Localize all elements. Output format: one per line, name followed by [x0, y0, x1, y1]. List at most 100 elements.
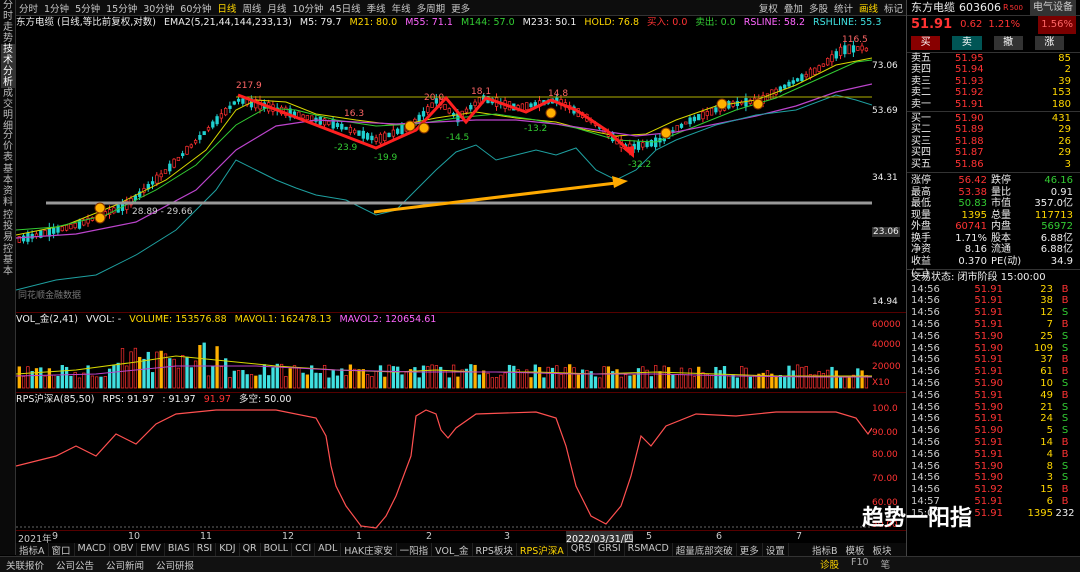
- volume-bar: [185, 356, 189, 389]
- period-tab-13[interactable]: 多周期: [416, 3, 446, 15]
- toolbar-right-4[interactable]: 画线: [858, 3, 878, 15]
- left-tab-4[interactable]: 基本资料: [3, 164, 13, 208]
- volume-bar: [163, 353, 168, 389]
- toolbar-right-5[interactable]: 标记: [883, 3, 903, 15]
- period-tab-2[interactable]: 5分钟: [75, 3, 101, 15]
- tick-list: 14:56 51.91 23 B 14:56 51.91 38 B 14:56 51.91 12 S 1…: [907, 284, 1080, 520]
- date-axis: 2021年 9 10 11 12 1 2 3 2022/03/31/四 5 6 7: [16, 530, 906, 545]
- status-right-1[interactable]: F10: [851, 557, 869, 568]
- toolbar-right-3[interactable]: 统计: [833, 3, 853, 15]
- left-tab-3[interactable]: 分价表: [3, 130, 13, 163]
- tick-direction: S: [1061, 413, 1069, 425]
- volume-bar: [417, 377, 421, 389]
- status-link-0[interactable]: 关联报价: [6, 560, 45, 572]
- period-tab-8[interactable]: 月线: [267, 3, 287, 15]
- indicator-tab-8[interactable]: QR: [240, 543, 261, 556]
- period-tab-12[interactable]: 年线: [391, 3, 411, 15]
- buy-button[interactable]: 买: [911, 36, 941, 50]
- toolbar-right-0[interactable]: 复权: [758, 3, 778, 15]
- period-tab-1[interactable]: 1分钟: [44, 3, 70, 15]
- indicator-tab-9[interactable]: BOLL: [261, 543, 293, 556]
- toolbar-right-2[interactable]: 多股: [808, 3, 828, 15]
- tick-row: 14:56 51.91 49 B: [907, 390, 1080, 402]
- indicator-tab-0[interactable]: 指标A: [16, 543, 49, 557]
- status-link-2[interactable]: 公司新闻: [106, 560, 145, 572]
- indicator-tab-1[interactable]: 窗口: [49, 543, 75, 557]
- indicator-tab-16[interactable]: RPS沪深A: [517, 543, 568, 557]
- pct-badge: 1.56%: [1038, 16, 1076, 34]
- indicator-tab-22[interactable]: 设置: [763, 543, 789, 557]
- status-link-3[interactable]: 公司研报: [156, 560, 195, 572]
- indicator-tab-11[interactable]: ADL: [315, 543, 342, 556]
- rps-chart[interactable]: [16, 406, 872, 530]
- volume-bar: [692, 376, 697, 389]
- period-tab-3[interactable]: 15分钟: [106, 3, 138, 15]
- indicator-tab-6[interactable]: RSI: [194, 543, 217, 556]
- indicator-tab-17[interactable]: QRS: [568, 543, 595, 556]
- tick-row: 14:56 51.91 14 B: [907, 437, 1080, 449]
- left-tab-0[interactable]: 分时走势: [3, 0, 13, 44]
- indicator-tab-2[interactable]: MACD: [75, 543, 110, 556]
- bid-label: 买二: [911, 124, 931, 136]
- status-right-0[interactable]: 诊股: [820, 560, 840, 571]
- indicator-tab-4[interactable]: EMV: [137, 543, 165, 556]
- period-tab-0[interactable]: 分时: [19, 3, 39, 15]
- volume-bar: [47, 368, 52, 389]
- period-tab-10[interactable]: 45日线: [329, 3, 361, 15]
- volume-bar: [288, 368, 292, 389]
- period-tab-11[interactable]: 季线: [366, 3, 386, 15]
- toolbar-right-1[interactable]: 叠加: [783, 3, 803, 15]
- indicator-tab-10[interactable]: CCI: [292, 543, 316, 556]
- candle-body: [817, 65, 821, 72]
- date-tick-7: 3: [504, 531, 511, 542]
- period-tab-6[interactable]: 日线: [217, 3, 237, 15]
- status-bar: 关联报价 公司公告 公司新闻 公司研报: [0, 556, 1080, 572]
- left-tab-1[interactable]: 技术分析: [1, 44, 15, 88]
- status-link-1[interactable]: 公司公告: [56, 560, 95, 572]
- tick-time: 14:56: [911, 354, 940, 366]
- status-right-2[interactable]: 笔: [880, 560, 891, 571]
- indicator-tab-19[interactable]: RSMACD: [625, 543, 673, 556]
- bottom-right-tab-0[interactable]: 指标B: [812, 546, 838, 557]
- period-tab-4[interactable]: 30分钟: [143, 3, 175, 15]
- indicator-tab-7[interactable]: KDJ: [216, 543, 240, 556]
- indicator-tab-13[interactable]: 一阳指: [397, 543, 433, 557]
- period-tab-7[interactable]: 周线: [242, 3, 262, 15]
- period-tab-9[interactable]: 10分钟: [292, 3, 324, 15]
- indicator-tab-3[interactable]: OBV: [110, 543, 138, 556]
- volume-chart[interactable]: [16, 326, 872, 392]
- bid-row: 买二 51.89 29: [907, 124, 1080, 135]
- indicator-tab-14[interactable]: VOL_金: [432, 543, 473, 557]
- indicator-tab-21[interactable]: 更多: [737, 543, 763, 557]
- ask-row: 卖五 51.95 85: [907, 53, 1080, 64]
- left-tab-5[interactable]: 控投易: [3, 210, 13, 243]
- indicator-tab-18[interactable]: GRSI: [595, 543, 625, 556]
- bottom-right-tab-2[interactable]: 板块: [872, 546, 892, 557]
- volume-bar: [408, 369, 413, 389]
- indicator-tab-5[interactable]: BIAS: [165, 543, 194, 556]
- period-tab-14[interactable]: 更多: [451, 3, 471, 15]
- candlestick-chart[interactable]: 217.9 16.3 -23.9 -19.9 20.0 -14.5 18.1 1…: [16, 30, 872, 312]
- stats-table: 涨停 56.42 跌停 46.16 最高 53.38 量比 0.91 最低 50.83 市值 357.…: [907, 175, 1080, 279]
- volume-bar: [800, 366, 804, 389]
- period-tab-5[interactable]: 60分钟: [180, 3, 212, 15]
- tick-volume: 21: [1040, 401, 1053, 413]
- left-tab-2[interactable]: 成交明细: [3, 88, 13, 132]
- indicator-tab-12[interactable]: HAK庄家安: [341, 543, 397, 557]
- volume-bar: [344, 375, 348, 389]
- volume-bar: [95, 376, 99, 389]
- volume-bar: [133, 347, 138, 389]
- tick-price: 51.91: [974, 283, 1003, 295]
- sell-button[interactable]: 卖: [952, 36, 982, 50]
- bottom-right-tab-1[interactable]: 模板: [845, 546, 865, 557]
- left-tab-6[interactable]: 控基本: [3, 244, 13, 277]
- ask-price: 51.92: [955, 87, 984, 99]
- indicator-tab-20[interactable]: 超量底部突破: [673, 543, 737, 557]
- cancel-button[interactable]: 撤: [993, 36, 1023, 50]
- price-axis: 73.06 53.69 34.31 23.06 14.94 60000 4000…: [872, 30, 906, 530]
- volume-bar: [520, 371, 525, 389]
- bid-label: 买五: [911, 158, 931, 170]
- limit-button[interactable]: 涨: [1034, 36, 1064, 50]
- indicator-tab-15[interactable]: RPS板块: [473, 543, 517, 557]
- industry-tag[interactable]: 电气设备: [1030, 0, 1076, 16]
